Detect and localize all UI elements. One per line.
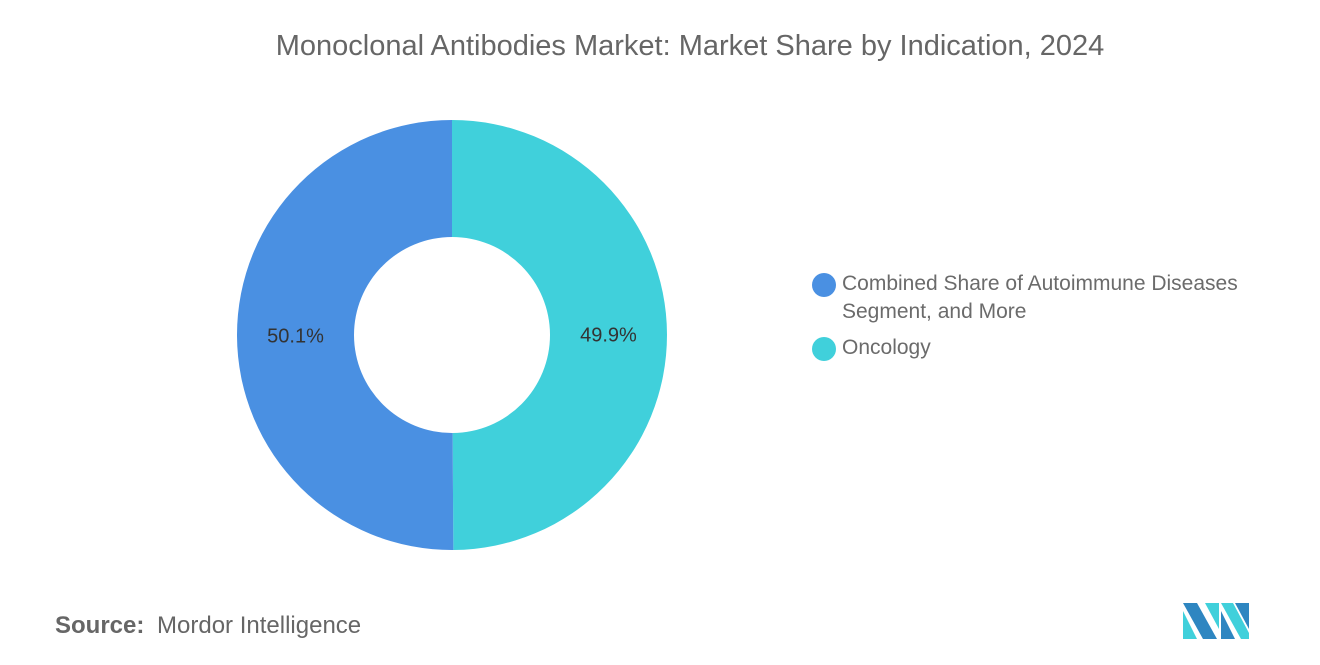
source-note: Source: Mordor Intelligence [55, 612, 361, 640]
legend-item-autoimmune[interactable]: Combined Share of Autoimmune Diseases Se… [812, 270, 1292, 326]
slice-oncology[interactable] [452, 120, 667, 550]
legend-label: Oncology [842, 336, 931, 359]
slice-autoimmune[interactable] [236, 119, 454, 551]
legend-swatch [812, 337, 836, 361]
legend-swatch [812, 273, 836, 297]
data-label: 49.9% [580, 325, 637, 347]
legend: Combined Share of Autoimmune Diseases Se… [812, 270, 1292, 370]
source-key: Source: [55, 612, 145, 639]
legend-label: Combined Share of Autoimmune Diseases Se… [842, 272, 1238, 323]
source-value: Mordor Intelligence [157, 612, 362, 639]
data-label: 50.1% [267, 325, 324, 347]
mordor-logo-icon [1183, 603, 1249, 639]
chart-title: Monoclonal Antibodies Market: Market Sha… [275, 30, 1105, 62]
donut-chart: 49.9% 50.1% [236, 119, 667, 551]
legend-item-oncology[interactable]: Oncology [812, 334, 1292, 362]
